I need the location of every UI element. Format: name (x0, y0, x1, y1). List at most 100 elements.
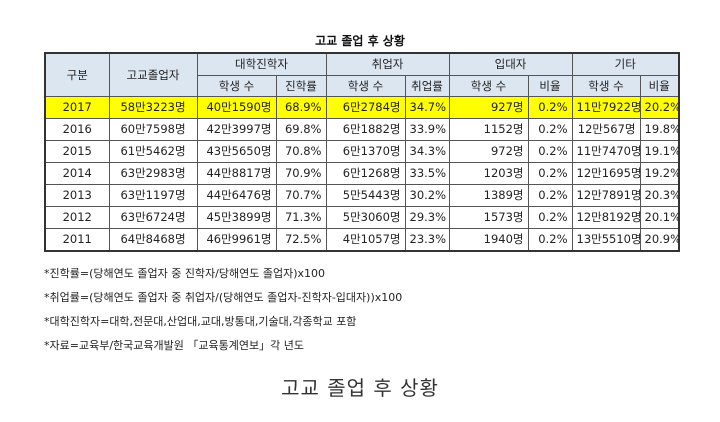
footnote-source: *자료=교육부/한국교육개발원 「교육통계연보」각 년도 (44, 339, 304, 352)
cell-graduates: 60만7598명 (108, 118, 198, 141)
cell-college-rate: 70.8% (275, 140, 327, 163)
cell-college-rate: 70.7% (275, 184, 327, 207)
cell-other-ratio: 20.1% (639, 206, 680, 229)
table-row: 2016 60만7598명 42만3997명 69.8% 6만1882명 33.… (44, 118, 680, 141)
cell-employ-rate: 29.3% (404, 206, 450, 229)
graduation-stats-table: 구분 고교졸업자 대학진학자 취업자 입대자 기타 학생 수 진학률 학생 수 … (44, 52, 681, 252)
cell-graduates: 63만6724명 (108, 206, 198, 229)
header-college: 대학진학자 (196, 52, 327, 76)
cell-other-count: 12만567명 (571, 118, 641, 141)
cell-military-ratio: 0.2% (527, 118, 573, 141)
cell-employ-rate: 34.7% (404, 96, 450, 119)
cell-military-count: 1152명 (448, 118, 529, 141)
cell-other-count: 12만1695명 (571, 162, 641, 185)
cell-other-ratio: 20.2% (639, 96, 680, 119)
cell-employed-count: 6만1882명 (325, 118, 406, 141)
cell-military-count: 1940명 (448, 228, 529, 252)
cell-military-count: 1389명 (448, 184, 529, 207)
cell-employed-count: 5만5443명 (325, 184, 406, 207)
image-caption: 고교 졸업 후 상황 (281, 376, 439, 400)
cell-military-ratio: 0.2% (527, 140, 573, 163)
cell-employ-rate: 33.9% (404, 118, 450, 141)
cell-year: 2017 (44, 96, 110, 119)
cell-college-rate: 72.5% (275, 228, 327, 252)
cell-graduates: 58만3223명 (108, 96, 198, 119)
header-employ-rate: 취업률 (404, 75, 450, 97)
cell-year: 2013 (44, 184, 110, 207)
cell-year: 2015 (44, 140, 110, 163)
footnotes: *진학률=(당해연도 졸업자 중 진학자/당해연도 졸업자)x100 *취업률=… (44, 262, 402, 358)
cell-military-ratio: 0.2% (527, 206, 573, 229)
cell-military-count: 1573명 (448, 206, 529, 229)
cell-other-ratio: 19.8% (639, 118, 680, 141)
cell-employ-rate: 30.2% (404, 184, 450, 207)
cell-employed-count: 6만2784명 (325, 96, 406, 119)
cell-college-rate: 69.8% (275, 118, 327, 141)
cell-employ-rate: 33.5% (404, 162, 450, 185)
cell-employ-rate: 23.3% (404, 228, 450, 252)
header-military: 입대자 (448, 52, 573, 76)
cell-year: 2014 (44, 162, 110, 185)
cell-other-count: 11만7922명 (571, 96, 641, 119)
cell-college-count: 46만9961명 (196, 228, 277, 252)
cell-employed-count: 5만3060명 (325, 206, 406, 229)
cell-graduates: 61만5462명 (108, 140, 198, 163)
cell-college-count: 42만3997명 (196, 118, 277, 141)
cell-other-ratio: 19.1% (639, 140, 680, 163)
cell-college-count: 44만6476명 (196, 184, 277, 207)
cell-military-ratio: 0.2% (527, 162, 573, 185)
cell-graduates: 63만1197명 (108, 184, 198, 207)
table-title: 고교 졸업 후 상황 (315, 34, 405, 48)
header-other-ratio: 비율 (639, 75, 680, 97)
cell-college-rate: 68.9% (275, 96, 327, 119)
header-military-ratio: 비율 (527, 75, 573, 97)
cell-college-rate: 71.3% (275, 206, 327, 229)
header-other: 기타 (571, 52, 680, 76)
cell-military-ratio: 0.2% (527, 184, 573, 207)
cell-military-count: 927명 (448, 96, 529, 119)
cell-other-count: 12만7891명 (571, 184, 641, 207)
header-employed-students: 학생 수 (325, 75, 406, 97)
cell-employed-count: 6만1268명 (325, 162, 406, 185)
cell-military-count: 972명 (448, 140, 529, 163)
header-gubun: 구분 (44, 52, 110, 97)
table-row: 2011 64만8468명 46만9961명 72.5% 4만1057명 23.… (44, 228, 680, 252)
cell-military-ratio: 0.2% (527, 96, 573, 119)
footnote-college-definition: *대학진학자=대학,전문대,산업대,교대,방통대,기술대,각종학교 포함 (44, 315, 357, 328)
cell-employed-count: 6만1370명 (325, 140, 406, 163)
cell-other-count: 13만5510명 (571, 228, 641, 252)
table-row: 2012 63만6724명 45만3899명 71.3% 5만3060명 29.… (44, 206, 680, 229)
table-row: 2017 58만3223명 40만1590명 68.9% 6만2784명 34.… (44, 96, 680, 119)
table-row: 2015 61만5462명 43만5650명 70.8% 6만1370명 34.… (44, 140, 680, 163)
header-row-top: 구분 고교졸업자 대학진학자 취업자 입대자 기타 (44, 52, 680, 97)
cell-graduates: 64만8468명 (108, 228, 198, 252)
cell-college-count: 45만3899명 (196, 206, 277, 229)
cell-other-ratio: 20.9% (639, 228, 680, 252)
cell-other-count: 12만8192명 (571, 206, 641, 229)
cell-employed-count: 4만1057명 (325, 228, 406, 252)
table-row: 2013 63만1197명 44만6476명 70.7% 5만5443명 30.… (44, 184, 680, 207)
header-employed: 취업자 (325, 52, 450, 76)
header-college-rate: 진학률 (275, 75, 327, 97)
cell-employ-rate: 34.3% (404, 140, 450, 163)
header-military-students: 학생 수 (448, 75, 529, 97)
cell-other-ratio: 19.2% (639, 162, 680, 185)
cell-college-rate: 70.9% (275, 162, 327, 185)
cell-college-count: 40만1590명 (196, 96, 277, 119)
cell-year: 2016 (44, 118, 110, 141)
footnote-employ-rate: *취업률=(당해연도 졸업자 중 취업자/(당해연도 졸업자-진학자-입대자))… (44, 291, 403, 304)
cell-college-count: 44만8817명 (196, 162, 277, 185)
cell-graduates: 63만2983명 (108, 162, 198, 185)
header-row-sub: 학생 수 진학률 학생 수 취업률 학생 수 비율 학생 수 비율 (45, 75, 680, 97)
cell-other-ratio: 20.3% (639, 184, 680, 207)
cell-other-count: 11만7470명 (571, 140, 641, 163)
header-other-students: 학생 수 (571, 75, 641, 97)
cell-military-ratio: 0.2% (527, 228, 573, 252)
header-graduates: 고교졸업자 (108, 52, 198, 97)
cell-military-count: 1203명 (448, 162, 529, 185)
cell-year: 2011 (44, 228, 110, 252)
table-row: 2014 63만2983명 44만8817명 70.9% 6만1268명 33.… (44, 162, 680, 185)
header-college-students: 학생 수 (196, 75, 277, 97)
cell-college-count: 43만5650명 (196, 140, 277, 163)
cell-year: 2012 (44, 206, 110, 229)
